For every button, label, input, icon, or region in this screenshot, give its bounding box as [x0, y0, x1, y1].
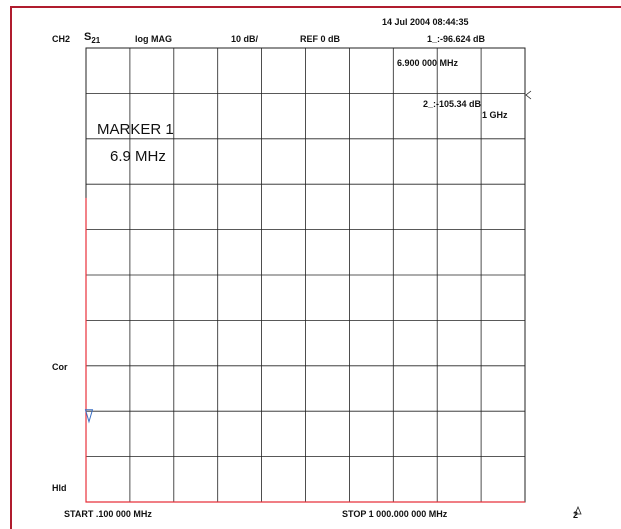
start-frequency: START .100 000 MHz — [64, 509, 152, 519]
parameter-label: S21 — [84, 32, 100, 46]
hld-indicator: Hld — [52, 483, 67, 493]
marker-2-symbol — [574, 505, 582, 515]
marker-title: MARKER 1 — [97, 121, 174, 138]
marker-value: 6.9 MHz — [110, 148, 166, 165]
format-label: log MAG — [135, 34, 172, 44]
marker1-freq-readout: 6.900 000 MHz — [397, 58, 459, 68]
marker2-freq-readout: 1 GHz — [482, 110, 508, 120]
reference-arrow — [525, 90, 532, 100]
marker1-readout: 1_:-96.624 dB — [427, 34, 486, 44]
scale-label: 10 dB/ — [231, 34, 259, 44]
parameter-main: S — [84, 31, 92, 43]
timestamp: 14 Jul 2004 08:44:35 — [382, 17, 469, 27]
frame-top-border — [10, 6, 621, 8]
marker-1-symbol — [84, 409, 94, 424]
stop-frequency: STOP 1 000.000 000 MHz — [342, 509, 448, 519]
stop-marker-number: 2 — [573, 510, 579, 520]
frame-left-border — [10, 6, 12, 529]
cor-indicator: Cor — [52, 362, 68, 372]
trace-line — [85, 197, 525, 503]
parameter-sub: 21 — [91, 36, 101, 46]
channel-label: CH2 — [52, 34, 71, 44]
marker2-readout: 2_:-105.34 dB — [423, 99, 482, 109]
reference-label: REF 0 dB — [300, 34, 341, 44]
